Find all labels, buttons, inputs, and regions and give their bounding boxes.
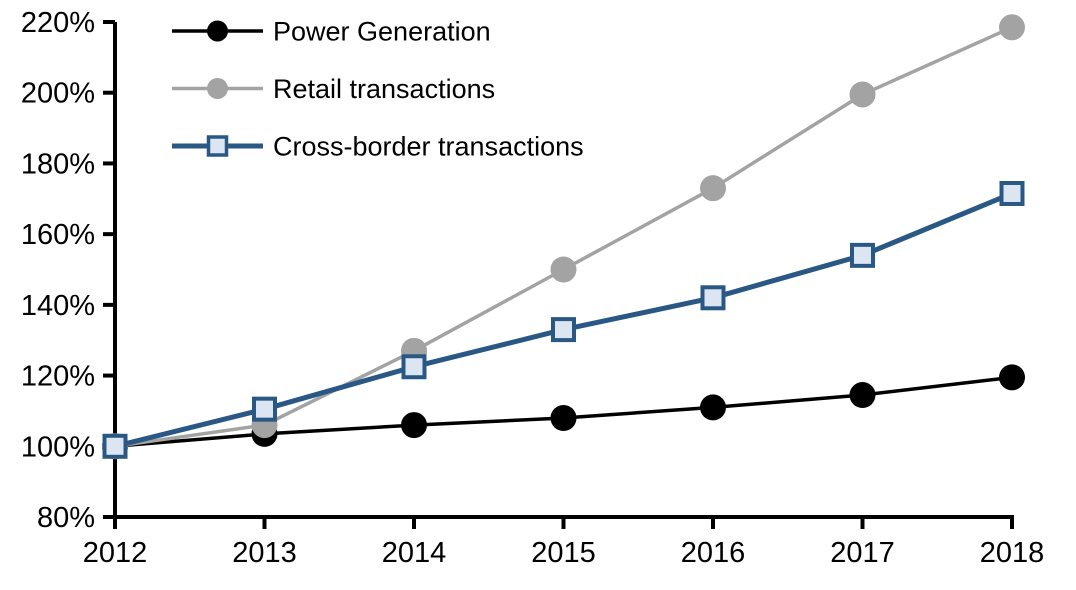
data-point-retail-transactions <box>700 175 726 202</box>
data-point-retail-transactions <box>550 256 577 283</box>
legend-circle-marker-icon <box>207 78 228 99</box>
x-axis-tick-label: 2013 <box>232 537 297 569</box>
axes: 80% 100% 120% 140% 160% 180% 200% 220% 2012 2013 2… <box>21 7 1044 569</box>
data-point-power-generation <box>550 405 577 431</box>
data-point-retail-transactions <box>849 81 876 108</box>
data-point-power-generation <box>401 412 427 439</box>
y-axis-tick-label: 160% <box>21 219 95 251</box>
legend-circle-marker-icon <box>207 20 228 42</box>
x-axis-tick-label: 2016 <box>681 537 746 569</box>
y-axis-tick-label: 120% <box>21 361 95 393</box>
legend-item-power-generation: Power Generation <box>172 17 491 47</box>
legend-label-cross-border-transactions: Cross-border transactions <box>273 132 584 162</box>
x-axis-tick-label: 2012 <box>83 537 148 569</box>
legend-item-cross-border-transactions: Cross-border transactions <box>172 132 584 162</box>
legend: Power Generation Retail transactions Cro… <box>172 17 584 162</box>
y-axis-tick-label: 100% <box>21 431 95 463</box>
x-axis-tick-label: 2018 <box>980 537 1045 569</box>
y-axis-tick-label: 180% <box>21 148 95 180</box>
data-point-cross-border-transactions <box>252 396 277 422</box>
x-axis-tick-label: 2015 <box>531 537 596 569</box>
y-axis-tick-label: 80% <box>37 502 95 534</box>
data-point-cross-border-transactions <box>850 242 875 268</box>
y-axis-tick-label: 200% <box>21 78 95 110</box>
legend-item-retail-transactions: Retail transactions <box>172 74 495 104</box>
data-point-power-generation <box>999 364 1025 391</box>
data-point-cross-border-transactions <box>102 433 128 459</box>
y-axis-tick-label: 140% <box>21 290 95 322</box>
data-point-power-generation <box>849 382 876 409</box>
legend-square-marker-icon <box>206 135 229 157</box>
data-point-cross-border-transactions <box>700 285 726 311</box>
x-axis-tick-label: 2014 <box>382 537 447 569</box>
legend-label-retail-transactions: Retail transactions <box>273 74 495 104</box>
x-axis-tick-label: 2017 <box>830 537 895 569</box>
data-point-cross-border-transactions <box>401 354 427 380</box>
data-point-cross-border-transactions <box>551 317 576 343</box>
data-point-retail-transactions <box>999 14 1025 41</box>
legend-label-power-generation: Power Generation <box>273 17 491 47</box>
y-axis-tick-label: 220% <box>21 7 95 39</box>
series-group <box>102 14 1025 460</box>
data-point-power-generation <box>700 394 726 421</box>
data-point-cross-border-transactions <box>999 180 1025 206</box>
